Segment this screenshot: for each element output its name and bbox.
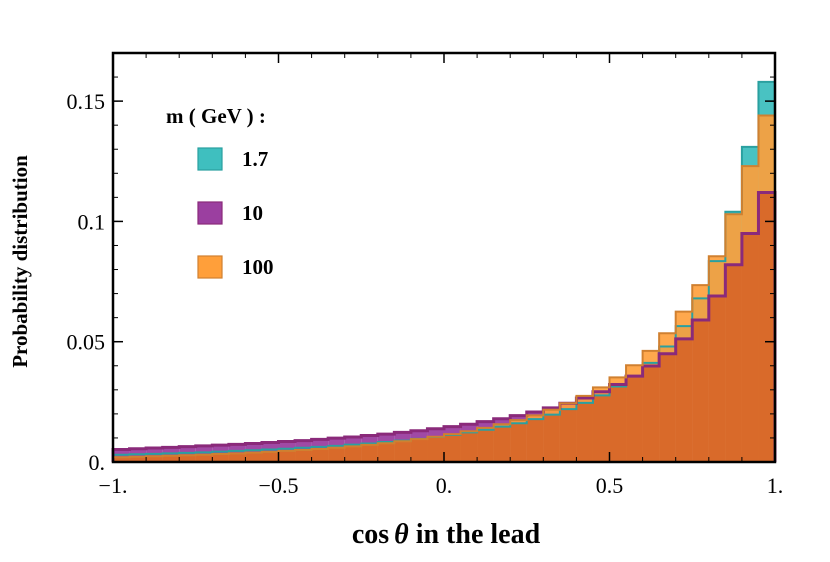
overlap-bar-26 [543, 414, 560, 462]
overlap-bar-32 [642, 366, 660, 462]
overlap-bar-38 [741, 233, 759, 462]
overlap-bar-2 [146, 456, 163, 462]
x-tick-label: −1. [99, 473, 128, 498]
x-axis-label: cos θ in the lead [352, 519, 541, 550]
overlap-bar-36 [708, 295, 726, 462]
overlap-bar-1 [129, 456, 147, 462]
axis-ticks [112, 52, 776, 463]
overlap-bar-0 [113, 457, 130, 462]
overlap-bar-27 [559, 409, 577, 462]
overlap-bar-15 [361, 444, 378, 462]
overlap-bar-24 [510, 423, 527, 462]
overlap-bar-25 [526, 419, 544, 462]
x-tick-label: 0.5 [596, 473, 624, 498]
x-axis-label-rest: in the lead [409, 519, 541, 550]
legend-title: m ( GeV ) : [166, 104, 266, 128]
series-100-outline [112, 114, 776, 462]
overlap-bar-39 [758, 192, 775, 462]
axis-tick-labels: −1. −0.5 0. 0.5 1. 0. 0.05 0.1 0.15 [67, 89, 784, 498]
x-axis-label-theta: θ [394, 519, 409, 550]
legend-swatch-1_7 [197, 147, 223, 171]
overlap-bar-21 [460, 432, 478, 462]
overlap-bar-10 [278, 450, 296, 462]
overlap-bar-12 [311, 449, 329, 462]
overlap-bar-16 [377, 443, 395, 462]
overlap-bar-34 [675, 338, 693, 462]
legend-swatch-100 [197, 255, 223, 279]
overlap-bar-6 [212, 454, 229, 462]
legend-label-100: 100 [242, 255, 274, 279]
overlap-bar-17 [394, 441, 411, 462]
overlap-bar-37 [725, 264, 742, 462]
overlap-bar-28 [576, 402, 593, 462]
overlap-bar-29 [592, 395, 610, 462]
overlap-bar-19 [427, 436, 444, 462]
overlap-bar-8 [245, 452, 262, 462]
overlap-bar-33 [659, 353, 676, 462]
overlap-bar-14 [344, 446, 362, 462]
overlap-bar-11 [295, 449, 312, 462]
overlap-bar-5 [195, 454, 213, 462]
overlap-bar-4 [179, 455, 196, 462]
plot-area [111, 80, 777, 462]
x-tick-label: −0.5 [259, 473, 299, 498]
overlap-bar-3 [162, 455, 180, 462]
overlap-bar-9 [261, 451, 279, 462]
y-tick-label: 0.15 [67, 89, 106, 114]
x-axis-label-cos: cos [352, 519, 389, 550]
legend-swatch-10 [197, 201, 223, 225]
overlap-bar-13 [328, 447, 345, 462]
overlap-bar-23 [493, 426, 511, 462]
legend-label-1_7: 1.7 [242, 147, 268, 171]
overlap-bar-22 [477, 429, 494, 462]
legend: m ( GeV ) : 1.7 10 100 [166, 104, 274, 279]
y-axis-label: Probability distribution [8, 155, 32, 368]
x-tick-label: 0. [436, 473, 453, 498]
y-tick-label: 0.1 [78, 209, 106, 234]
overlap-bar-20 [444, 434, 461, 462]
overlap-bar-7 [228, 453, 246, 462]
overlap-bar-30 [609, 386, 627, 462]
overlap-bar-31 [626, 376, 643, 462]
overlap-bars [113, 192, 775, 462]
legend-label-10: 10 [242, 201, 263, 225]
y-tick-label: 0.05 [67, 330, 106, 355]
y-tick-label: 0. [89, 450, 106, 475]
overlap-bar-35 [692, 320, 709, 462]
series-10-outline [111, 191, 777, 462]
overlap-bar-18 [410, 439, 428, 462]
x-tick-label: 1. [767, 473, 784, 498]
